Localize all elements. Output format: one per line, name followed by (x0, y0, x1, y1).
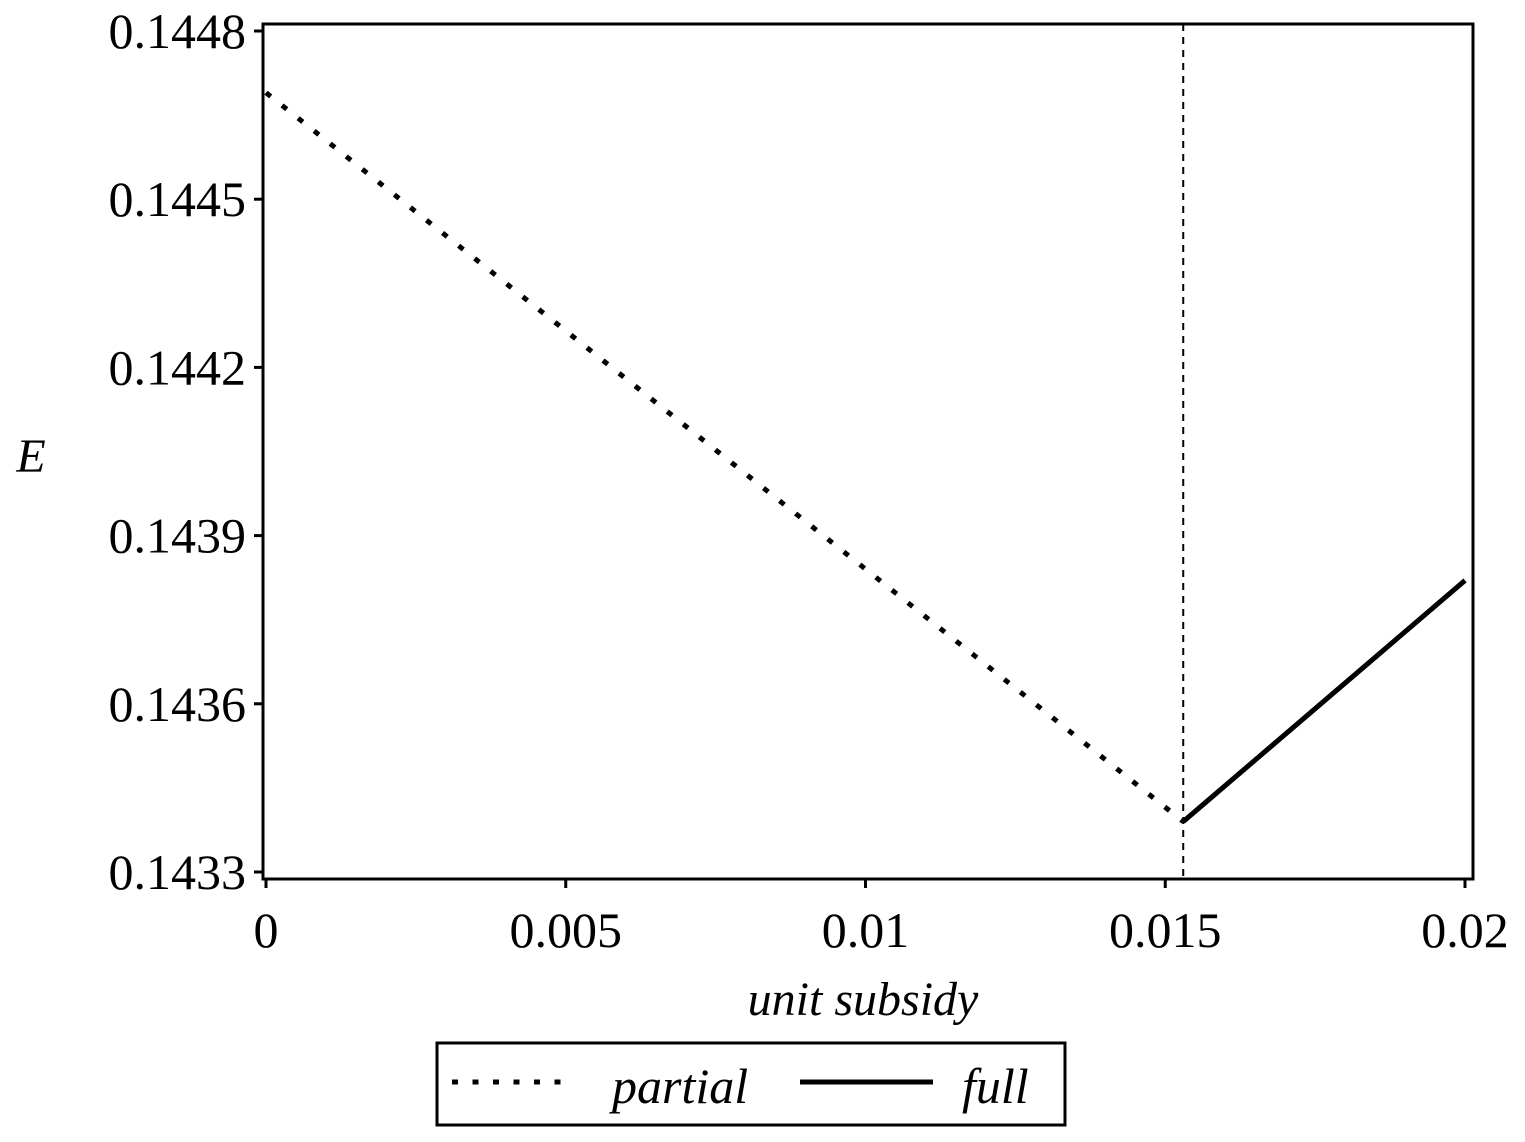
y-tick-label-3: 0.1442 (109, 339, 247, 395)
x-tick-label-1: 0.005 (510, 902, 623, 958)
legend-box (435, 1041, 1067, 1127)
plot-frame (261, 22, 1475, 881)
x-tick-label-3: 0.015 (1109, 902, 1222, 958)
series-full-line (1181, 578, 1467, 824)
y-tick-label-1: 0.1436 (109, 676, 247, 732)
legend-label-full: full (962, 1058, 1029, 1114)
x-tick-label-0: 0 (254, 902, 279, 958)
y-tick-label-0: 0.1433 (109, 844, 247, 900)
x-axis-label: unit subsidy (748, 973, 979, 1026)
legend: partial full (435, 1041, 1067, 1127)
y-tick-label-5: 0.1448 (109, 3, 247, 59)
y-axis-label: E (15, 430, 45, 483)
x-tick-label-4: 0.02 (1421, 902, 1509, 958)
y-tick-label-4: 0.1445 (109, 171, 247, 227)
x-tick-label-2: 0.01 (822, 902, 910, 958)
y-tick-label-2: 0.1439 (109, 508, 247, 564)
series-partial-line (264, 90, 1185, 824)
legend-label-partial: partial (609, 1058, 748, 1114)
